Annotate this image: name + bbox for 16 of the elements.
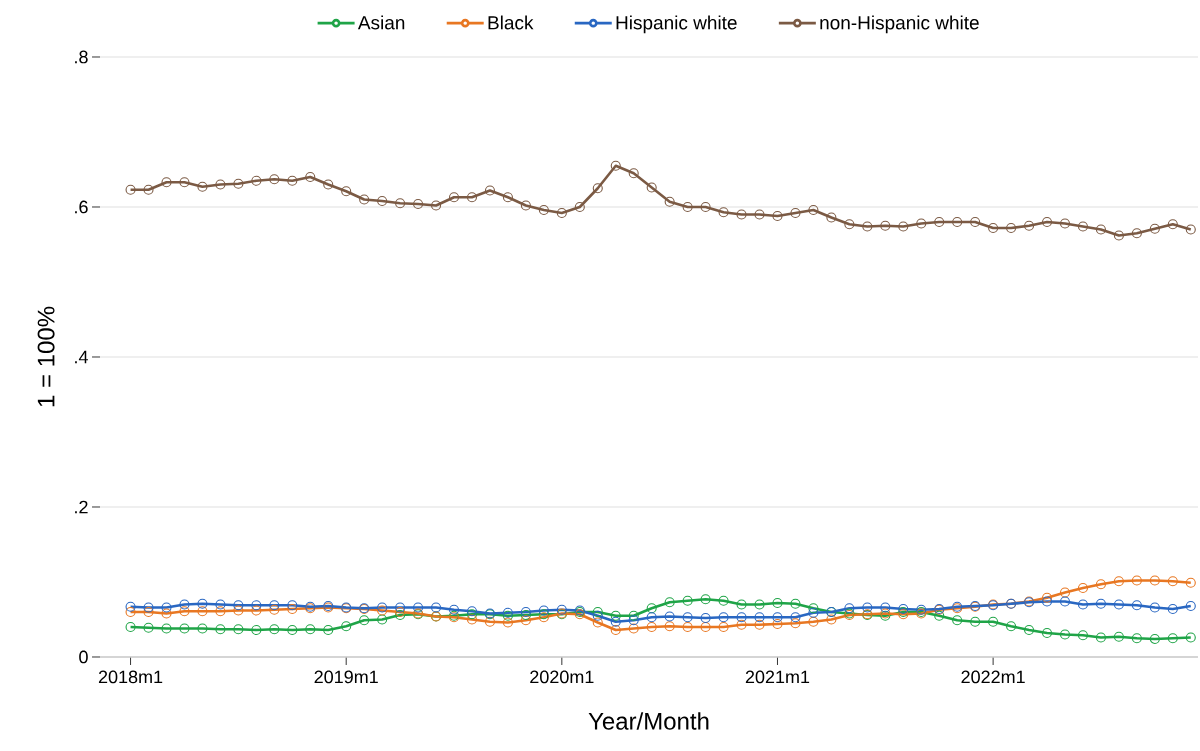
x-tick-label: 2020m1 — [530, 670, 594, 684]
legend-label: Asian — [357, 15, 405, 30]
x-axis-title: Year/Month — [588, 712, 709, 730]
legend-label: non-Hispanic white — [820, 15, 979, 34]
legend-label: Hispanic white — [616, 15, 737, 34]
y-tick-label: .6 — [75, 200, 88, 214]
x-tick-label: 2019m1 — [314, 670, 378, 684]
legend-label: Black — [488, 15, 534, 30]
x-tick-label: 2021m1 — [745, 670, 810, 684]
y-tick-label: .4 — [75, 350, 88, 364]
x-tick-label: 2018m1 — [98, 670, 163, 684]
y-tick-label: .2 — [75, 500, 88, 514]
y-tick-label: .8 — [75, 50, 88, 64]
y-axis-title: 1 = 100% — [37, 306, 55, 407]
y-tick-label: 0 — [79, 650, 88, 664]
x-tick-label: 2022m1 — [961, 670, 1025, 684]
